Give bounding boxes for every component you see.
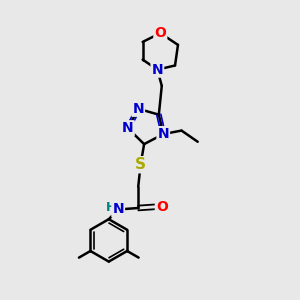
Text: N: N	[158, 127, 169, 141]
Text: N: N	[132, 102, 144, 116]
Text: H: H	[106, 201, 116, 214]
Text: S: S	[135, 157, 146, 172]
Text: N: N	[152, 63, 163, 76]
Text: N: N	[122, 121, 134, 135]
Text: N: N	[112, 202, 124, 217]
Text: O: O	[156, 200, 168, 214]
Text: O: O	[154, 26, 166, 40]
